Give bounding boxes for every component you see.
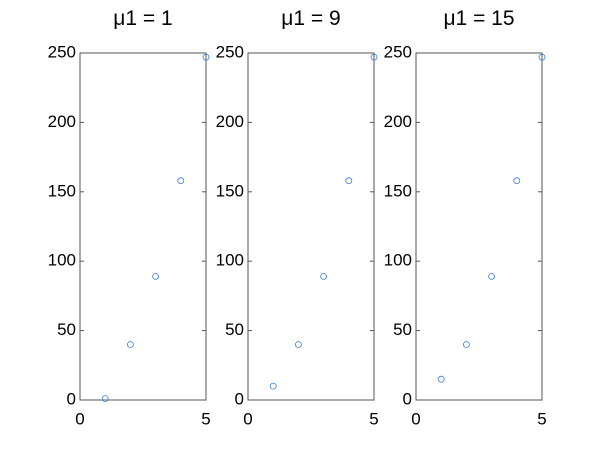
plot-frame bbox=[79, 52, 207, 401]
y-tick-label: 50 bbox=[57, 320, 76, 339]
data-point bbox=[101, 395, 109, 403]
y-tick-label: 50 bbox=[225, 320, 244, 339]
subplot: μ1 = 9 0 50 100 150 200 250 0 5 bbox=[216, 7, 379, 428]
data-point bbox=[462, 341, 470, 348]
data-point bbox=[513, 177, 521, 185]
subplot: μ1 = 15 0 50 100 150 200 250 0 5 bbox=[384, 7, 547, 428]
data-point bbox=[345, 177, 353, 185]
subplot-title: μ1 = 9 bbox=[281, 7, 340, 30]
subplot-title: μ1 = 1 bbox=[113, 7, 172, 30]
data-point bbox=[177, 177, 185, 185]
y-tick-label: 250 bbox=[216, 42, 244, 61]
subplot-title: μ1 = 15 bbox=[443, 7, 514, 30]
data-point bbox=[488, 273, 496, 280]
y-tick-label: 250 bbox=[48, 42, 76, 61]
y-tick-label: 100 bbox=[384, 251, 412, 270]
y-tick-label: 200 bbox=[216, 112, 244, 131]
data-point bbox=[538, 53, 546, 61]
data-point bbox=[269, 382, 277, 390]
y-tick-label: 100 bbox=[216, 251, 244, 270]
y-tick-label: 200 bbox=[48, 112, 76, 131]
plot-frame bbox=[415, 52, 543, 401]
x-tick-label: 5 bbox=[201, 409, 210, 428]
x-tick-label: 0 bbox=[243, 409, 252, 428]
data-point bbox=[320, 273, 328, 280]
y-tick-label: 150 bbox=[384, 181, 412, 200]
data-point bbox=[202, 53, 210, 61]
x-tick-label: 5 bbox=[537, 409, 546, 428]
data-point bbox=[152, 273, 160, 280]
x-tick-label: 0 bbox=[75, 409, 84, 428]
y-tick-label: 50 bbox=[393, 320, 412, 339]
data-point bbox=[437, 375, 445, 383]
y-tick-label: 250 bbox=[384, 42, 412, 61]
y-tick-label: 200 bbox=[384, 112, 412, 131]
x-tick-label: 0 bbox=[411, 409, 420, 428]
data-point bbox=[294, 341, 302, 348]
y-tick-label: 0 bbox=[67, 389, 76, 408]
y-tick-label: 0 bbox=[403, 389, 412, 408]
y-tick-label: 150 bbox=[216, 181, 244, 200]
y-tick-label: 150 bbox=[48, 181, 76, 200]
y-tick-label: 100 bbox=[48, 251, 76, 270]
subplot: μ1 = 1 0 50 100 150 200 250 0 5 bbox=[48, 7, 211, 428]
data-point bbox=[126, 341, 134, 348]
y-tick-label: 0 bbox=[235, 389, 244, 408]
x-tick-label: 5 bbox=[369, 409, 378, 428]
data-point bbox=[370, 53, 378, 61]
plot-frame bbox=[247, 52, 375, 401]
